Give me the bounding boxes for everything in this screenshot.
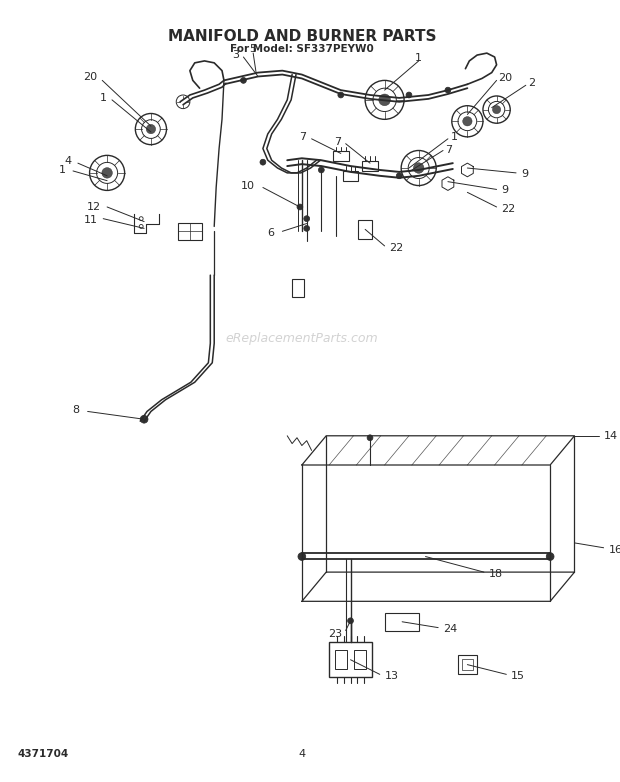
Circle shape bbox=[367, 435, 373, 441]
Circle shape bbox=[304, 225, 309, 231]
Circle shape bbox=[546, 553, 554, 561]
Circle shape bbox=[348, 618, 353, 624]
Bar bbox=[178, 223, 202, 240]
Text: 7: 7 bbox=[299, 132, 307, 142]
Text: 22: 22 bbox=[502, 204, 516, 214]
Circle shape bbox=[379, 94, 391, 106]
Text: 16: 16 bbox=[609, 545, 620, 554]
Text: 1: 1 bbox=[415, 53, 422, 63]
Text: 4: 4 bbox=[298, 749, 306, 759]
Text: 14: 14 bbox=[604, 431, 618, 441]
Text: 5: 5 bbox=[250, 45, 257, 54]
Text: 23: 23 bbox=[329, 630, 343, 640]
Circle shape bbox=[414, 163, 424, 174]
Circle shape bbox=[297, 204, 303, 210]
Circle shape bbox=[304, 216, 309, 221]
Bar bbox=[358, 220, 372, 239]
Circle shape bbox=[319, 167, 324, 173]
Text: 10: 10 bbox=[241, 181, 255, 191]
Text: 11: 11 bbox=[83, 214, 97, 224]
Text: 4371704: 4371704 bbox=[17, 749, 69, 759]
Text: 20: 20 bbox=[83, 73, 97, 82]
Text: 24: 24 bbox=[443, 623, 458, 633]
Bar bbox=[355, 650, 366, 669]
Text: 1: 1 bbox=[451, 132, 458, 142]
Circle shape bbox=[338, 92, 343, 98]
Text: 1: 1 bbox=[60, 165, 66, 175]
Text: 6: 6 bbox=[268, 228, 275, 239]
Text: 7: 7 bbox=[334, 137, 341, 147]
Circle shape bbox=[445, 88, 451, 93]
Circle shape bbox=[396, 173, 402, 179]
Circle shape bbox=[260, 160, 266, 165]
Text: 3: 3 bbox=[232, 50, 239, 60]
Text: 4: 4 bbox=[65, 156, 72, 167]
Bar bbox=[384, 613, 418, 630]
Circle shape bbox=[241, 77, 246, 84]
Bar bbox=[362, 161, 378, 171]
Text: MANIFOLD AND BURNER PARTS: MANIFOLD AND BURNER PARTS bbox=[167, 29, 436, 44]
Circle shape bbox=[492, 106, 501, 113]
Circle shape bbox=[146, 124, 156, 134]
Bar bbox=[461, 658, 473, 670]
Circle shape bbox=[406, 92, 412, 98]
Text: For Model: SF337PEYW0: For Model: SF337PEYW0 bbox=[230, 45, 374, 54]
Text: 13: 13 bbox=[384, 671, 399, 681]
Text: 18: 18 bbox=[489, 569, 503, 579]
Text: 1: 1 bbox=[100, 93, 107, 103]
Circle shape bbox=[140, 415, 148, 423]
Text: 9: 9 bbox=[502, 185, 508, 196]
Circle shape bbox=[298, 553, 306, 561]
Bar bbox=[292, 279, 304, 296]
Text: 9: 9 bbox=[521, 169, 528, 179]
Bar bbox=[329, 642, 372, 677]
Text: 20: 20 bbox=[498, 74, 513, 84]
Bar bbox=[343, 171, 358, 181]
Text: 8: 8 bbox=[73, 406, 80, 415]
Text: 12: 12 bbox=[87, 202, 101, 212]
Text: 7: 7 bbox=[445, 145, 452, 156]
Text: eReplacementParts.com: eReplacementParts.com bbox=[226, 332, 378, 345]
Text: 22: 22 bbox=[389, 243, 404, 253]
Text: 2: 2 bbox=[528, 78, 535, 88]
Bar bbox=[335, 650, 347, 669]
Bar bbox=[333, 152, 348, 161]
Bar bbox=[458, 655, 477, 674]
Text: 15: 15 bbox=[512, 671, 525, 681]
Circle shape bbox=[102, 167, 112, 178]
Circle shape bbox=[463, 117, 472, 126]
